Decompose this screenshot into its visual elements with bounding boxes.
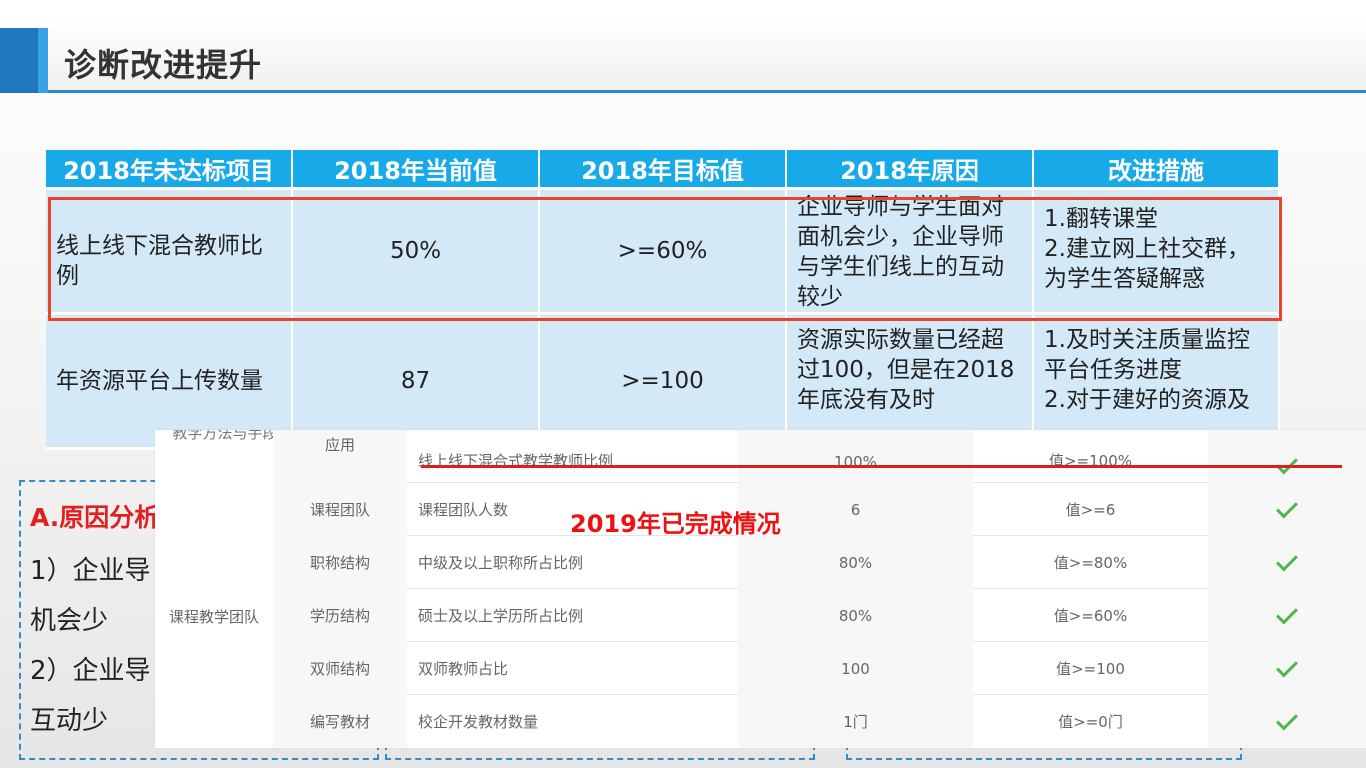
analysis-line: 机会少 xyxy=(30,606,109,636)
table-row: 年资源平台上传数量 87 >=100 资源实际数量已经超过100，但是在2018… xyxy=(46,315,1280,450)
table-row: 双师结构 双师教师占比 100 值>=100 xyxy=(273,642,1366,695)
column-header-current: 2018年当前值 xyxy=(293,150,540,190)
title-accent xyxy=(0,28,48,93)
row-standard: 值>=60% xyxy=(1053,607,1128,625)
row-value: 6 xyxy=(738,483,973,536)
check-icon xyxy=(1208,589,1366,642)
cell-item: 线上线下混合教师比例 xyxy=(46,190,293,315)
row-indicator: 课程团队人数 xyxy=(418,501,509,519)
table-row: 线上线下混合教师比例 50% >=60% 企业导师与学生面对面机会少，企业导师与… xyxy=(46,190,1280,315)
table-header: 2018年未达标项目 2018年当前值 2018年目标值 2018年原因 改进措… xyxy=(46,150,1280,190)
column-header-reason: 2018年原因 xyxy=(787,150,1034,190)
row-standard: 值>=6 xyxy=(1065,501,1116,519)
row-indicator: 双师教师占比 xyxy=(418,660,509,678)
row-indicator: 校企开发教材数量 xyxy=(418,713,539,731)
cell-target: >=60% xyxy=(540,190,787,315)
row-category: 课程团队 xyxy=(273,483,407,536)
row-standard: 值>=0门 xyxy=(1058,713,1123,731)
row-category: 学历结构 xyxy=(273,589,407,642)
row-category: 编写教材 xyxy=(273,695,407,748)
check-icon xyxy=(1208,483,1366,536)
check-icon xyxy=(1208,642,1366,695)
row-value: 80% xyxy=(738,536,973,589)
completion-table-screenshot: 教学方法与手段 课程教学团队 应用 线上线下混合式教学教师比例 100% 值>=… xyxy=(155,430,1366,748)
cell-measures: 1.翻转课堂 2.建立网上社交群，为学生答疑解惑 xyxy=(1034,190,1280,315)
row-indicator: 硕士及以上学历所占比例 xyxy=(418,607,584,625)
cell-measures: 1.及时关注质量监控平台任务进度 2.对于建好的资源及 xyxy=(1034,315,1280,450)
cell-current: 50% xyxy=(293,190,540,315)
analysis-title: A.原因分析 xyxy=(30,503,160,532)
column-header-item: 2018年未达标项目 xyxy=(46,150,293,190)
check-icon xyxy=(1208,695,1366,748)
red-underline xyxy=(421,465,1342,468)
column-header-target: 2018年目标值 xyxy=(540,150,787,190)
main-table: 2018年未达标项目 2018年当前值 2018年目标值 2018年原因 改进措… xyxy=(46,150,1280,450)
table-row: 课程团队 课程团队人数 6 值>=6 xyxy=(273,483,1366,536)
row-indicator: 中级及以上职称所占比例 xyxy=(418,554,584,572)
analysis-line: 2）企业导 xyxy=(30,656,151,686)
table-row: 编写教材 校企开发教材数量 1门 值>=0门 xyxy=(273,695,1366,748)
row-value: 100% xyxy=(738,430,973,483)
row-standard: 值>=100% xyxy=(1048,452,1133,470)
clipped-text: 教学方法与手段 xyxy=(172,430,278,442)
row-category: 应用 xyxy=(273,430,407,483)
cell-reason: 资源实际数量已经超过100，但是在2018年底没有及时 xyxy=(787,315,1034,450)
table-row: 学历结构 硕士及以上学历所占比例 80% 值>=60% xyxy=(273,589,1366,642)
analysis-line: 1）企业导 xyxy=(30,556,151,586)
cell-reason: 企业导师与学生面对面机会少，企业导师与学生们线上的互动较少 xyxy=(787,190,1034,315)
title-bar xyxy=(0,28,1366,93)
cell-item: 年资源平台上传数量 xyxy=(46,315,293,450)
row-category: 职称结构 xyxy=(273,536,407,589)
row-value: 80% xyxy=(738,589,973,642)
row-category: 双师结构 xyxy=(273,642,407,695)
check-icon xyxy=(1208,536,1366,589)
column-header-measures: 改进措施 xyxy=(1034,150,1280,190)
row-value: 100 xyxy=(738,642,973,695)
completion-label: 2019年已完成情况 xyxy=(570,510,781,538)
table-row: 职称结构 中级及以上职称所占比例 80% 值>=80% xyxy=(273,536,1366,589)
row-value: 1门 xyxy=(738,695,973,748)
check-icon xyxy=(1208,430,1366,483)
analysis-line: 互动少 xyxy=(30,706,109,736)
group-label: 课程教学团队 xyxy=(155,485,273,748)
row-standard: 值>=80% xyxy=(1053,554,1128,572)
page-title: 诊断改进提升 xyxy=(64,46,263,84)
row-indicator: 线上线下混合式教学教师比例 xyxy=(418,452,614,470)
row-standard: 值>=100 xyxy=(1056,660,1125,678)
table-row: 应用 线上线下混合式教学教师比例 100% 值>=100% xyxy=(273,430,1366,483)
